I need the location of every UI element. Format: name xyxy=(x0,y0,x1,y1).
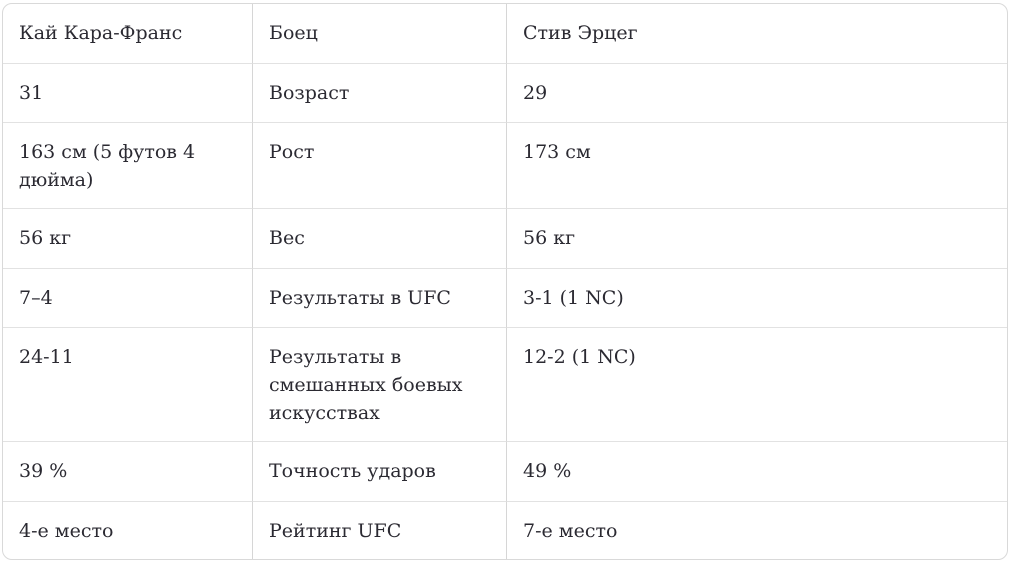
fighter1-name: Кай Кара-Франс xyxy=(19,22,183,44)
fighter1-striking-accuracy: 39 % xyxy=(3,441,252,501)
attribute-label: Рейтинг UFC xyxy=(252,501,506,559)
table-row-mma-record: 24-11 Результаты в смешанных боевых иску… xyxy=(3,327,1007,441)
fighter2-ufc-record: 3-1 (1 NC) xyxy=(506,268,1007,327)
table-row-ufc-ranking: 4-е место Рейтинг UFC 7-е место xyxy=(3,501,1007,559)
table-row-striking-accuracy: 39 % Точность ударов 49 % xyxy=(3,441,1007,501)
fighter2-striking-accuracy: 49 % xyxy=(506,441,1007,501)
comparison-table: Кай Кара-Франс Боец Стив Эрцег 31 Возрас… xyxy=(3,4,1007,559)
fighter2-name: Стив Эрцег xyxy=(506,4,1007,63)
table-row-age: 31 Возраст 29 xyxy=(3,63,1007,122)
attribute-label: Боец xyxy=(252,4,506,63)
fighter1-ufc-record: 7–4 xyxy=(3,268,252,327)
table-row-ufc-record: 7–4 Результаты в UFC 3-1 (1 NC) xyxy=(3,268,1007,327)
attribute-label: Рост xyxy=(252,122,506,208)
fighter2-mma-record: 12-2 (1 NC) xyxy=(506,327,1007,441)
table-row-weight: 56 кг Вес 56 кг xyxy=(3,208,1007,268)
fighter2-height: 173 см xyxy=(506,122,1007,208)
fighter1-height: 163 см (5 футов 4 дюйма) xyxy=(3,122,252,208)
table-row-fighter-names: Кай Кара-Франс Боец Стив Эрцег xyxy=(3,4,1007,63)
attribute-label: Результаты в UFC xyxy=(252,268,506,327)
fighter1-mma-record: 24-11 xyxy=(3,327,252,441)
attribute-label: Возраст xyxy=(252,63,506,122)
attribute-label: Точность ударов xyxy=(252,441,506,501)
fighter1-ufc-ranking: 4-е место xyxy=(3,501,252,559)
fighter1-weight: 56 кг xyxy=(3,208,252,268)
fighter2-ufc-ranking: 7-е место xyxy=(506,501,1007,559)
fighter1-age: 31 xyxy=(3,63,252,122)
fighter-comparison-table: Кай Кара-Франс Боец Стив Эрцег 31 Возрас… xyxy=(2,3,1008,560)
attribute-label: Вес xyxy=(252,208,506,268)
table-row-height: 163 см (5 футов 4 дюйма) Рост 173 см xyxy=(3,122,1007,208)
fighter2-age: 29 xyxy=(506,63,1007,122)
attribute-label: Результаты в смешанных боевых искусствах xyxy=(252,327,506,441)
fighter2-weight: 56 кг xyxy=(506,208,1007,268)
